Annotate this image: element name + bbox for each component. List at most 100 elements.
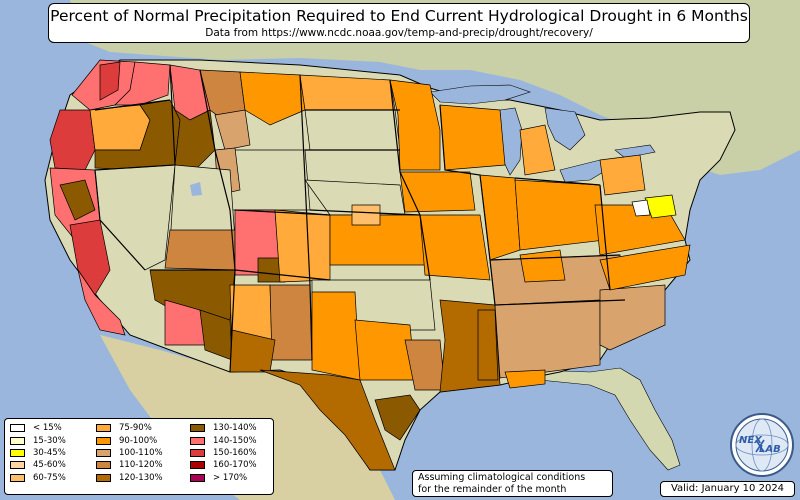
legend-swatch bbox=[96, 448, 111, 457]
region-pa bbox=[599, 154, 646, 196]
legend-item: 45-60% bbox=[10, 459, 66, 471]
region-ms-strip bbox=[477, 309, 499, 381]
mexico-land bbox=[100, 335, 395, 500]
legend-item: 15-30% bbox=[10, 434, 66, 446]
legend-item: 120-130% bbox=[96, 472, 163, 484]
state-borders bbox=[94, 64, 626, 373]
region-ca-south bbox=[77, 269, 126, 336]
legend-label: 120-130% bbox=[119, 472, 163, 483]
great-salt-lake bbox=[190, 182, 202, 196]
region-sd bbox=[304, 109, 401, 151]
note-line-1: Assuming climatological conditions bbox=[418, 472, 586, 483]
region-mi bbox=[519, 124, 556, 176]
legend-label: 110-120% bbox=[119, 460, 163, 471]
legend-item: > 170% bbox=[190, 472, 257, 484]
region-mn bbox=[389, 79, 441, 171]
legend-label: 140-150% bbox=[213, 435, 257, 446]
region-or-central bbox=[89, 104, 151, 151]
legend-swatch bbox=[10, 473, 25, 482]
region-ms-al bbox=[494, 299, 601, 379]
title-box: Percent of Normal Precipitation Required… bbox=[48, 3, 750, 43]
legend-label: > 170% bbox=[213, 472, 248, 483]
legend-item: 100-110% bbox=[96, 447, 163, 459]
legend-swatch bbox=[10, 424, 25, 433]
legend-swatch bbox=[190, 436, 205, 445]
region-ca-central bbox=[59, 179, 96, 221]
legend-item: 90-100% bbox=[96, 434, 163, 446]
region-mt-east bbox=[239, 71, 306, 126]
note-line-2: for the remainder of the month bbox=[418, 484, 567, 495]
legend-label: 90-100% bbox=[119, 435, 158, 446]
legend-label: 60-75% bbox=[33, 472, 66, 483]
region-co-east bbox=[274, 209, 331, 283]
legend-label: 160-170% bbox=[213, 460, 257, 471]
region-nm-east bbox=[269, 284, 313, 361]
region-or-coast bbox=[49, 109, 96, 171]
assumption-note: Assuming climatological conditions for t… bbox=[412, 470, 613, 497]
legend-item: 110-120% bbox=[96, 459, 163, 471]
map-title: Percent of Normal Precipitation Required… bbox=[50, 7, 748, 25]
lake-ontario bbox=[614, 144, 656, 159]
legend: < 15% 15-30% 30-45% 45-60% 60-75% 75-90%… bbox=[4, 418, 274, 495]
legend-swatch bbox=[96, 436, 111, 445]
map-subtitle: Data from https://www.ncdc.noaa.gov/temp… bbox=[205, 27, 593, 39]
legend-item: < 15% bbox=[10, 422, 66, 434]
region-id-south bbox=[174, 108, 216, 171]
florida-land bbox=[534, 367, 681, 471]
region-md-de bbox=[644, 194, 677, 219]
region-in-oh bbox=[514, 179, 606, 251]
legend-column-1: < 15% 15-30% 30-45% 45-60% 60-75% bbox=[10, 422, 66, 484]
region-mt-sw bbox=[214, 109, 251, 151]
legend-swatch bbox=[10, 461, 25, 470]
legend-swatch bbox=[190, 461, 205, 470]
legend-swatch bbox=[96, 424, 111, 433]
region-ga-sc bbox=[599, 284, 666, 351]
legend-swatch bbox=[190, 473, 205, 482]
legend-label: 130-140% bbox=[213, 423, 257, 434]
legend-item: 150-160% bbox=[190, 447, 257, 459]
legend-label: 15-30% bbox=[33, 435, 66, 446]
region-ut-south bbox=[164, 229, 236, 271]
region-wi bbox=[439, 104, 506, 171]
region-mo bbox=[419, 214, 491, 281]
canada-land bbox=[70, 0, 800, 175]
logo-text-bottom: LAB bbox=[759, 444, 781, 455]
legend-item: 30-45% bbox=[10, 447, 66, 459]
legend-swatch bbox=[96, 473, 111, 482]
region-tx-central bbox=[354, 319, 416, 381]
legend-item: 160-170% bbox=[190, 459, 257, 471]
legend-label: 30-45% bbox=[33, 447, 66, 458]
legend-swatch bbox=[10, 448, 25, 457]
region-md-white bbox=[631, 199, 651, 217]
legend-column-3: 130-140% 140-150% 150-160% 160-170% > 17… bbox=[190, 422, 257, 484]
region-ky-orange bbox=[519, 249, 566, 283]
legend-label: 150-160% bbox=[213, 447, 257, 458]
region-ks-west bbox=[351, 204, 381, 226]
region-nd bbox=[299, 74, 396, 111]
region-tx-south bbox=[374, 394, 421, 441]
region-tx-panhandle bbox=[311, 291, 361, 381]
logo-text-top: NEX bbox=[739, 435, 763, 446]
region-tx-west bbox=[259, 369, 396, 471]
legend-item: 130-140% bbox=[190, 422, 257, 434]
legend-column-2: 75-90% 90-100% 100-110% 110-120% 120-130… bbox=[96, 422, 163, 484]
lake-superior bbox=[429, 84, 531, 105]
legend-item: 140-150% bbox=[190, 434, 257, 446]
legend-swatch bbox=[190, 424, 205, 433]
legend-label: < 15% bbox=[33, 423, 62, 434]
valid-date: Valid: January 10 2024 bbox=[660, 481, 795, 497]
legend-label: 100-110% bbox=[119, 447, 163, 458]
legend-swatch bbox=[96, 461, 111, 470]
legend-swatch bbox=[10, 436, 25, 445]
legend-item: 75-90% bbox=[96, 422, 163, 434]
lake-huron bbox=[544, 107, 586, 151]
legend-label: 45-60% bbox=[33, 460, 66, 471]
region-ca-valley bbox=[69, 219, 111, 296]
region-nc bbox=[599, 244, 691, 291]
legend-swatch bbox=[190, 448, 205, 457]
region-ia bbox=[399, 171, 476, 213]
region-wa-mid bbox=[99, 61, 121, 101]
region-fl-panhandle bbox=[504, 369, 546, 389]
legend-item: 60-75% bbox=[10, 472, 66, 484]
